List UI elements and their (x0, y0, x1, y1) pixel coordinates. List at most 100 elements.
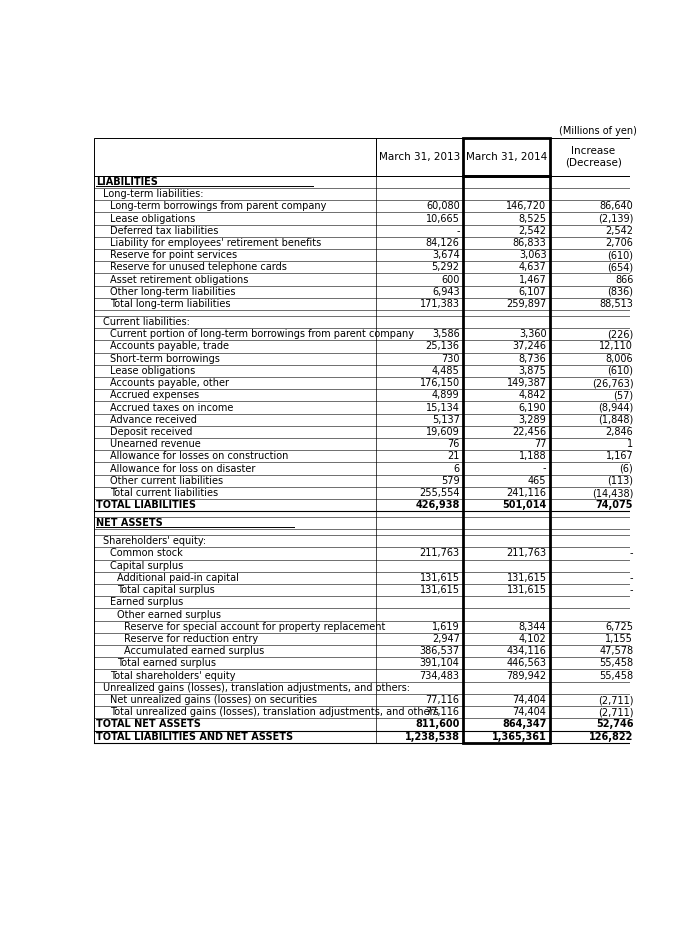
Text: 8,344: 8,344 (519, 622, 547, 632)
Text: 5,137: 5,137 (432, 414, 460, 425)
Text: (2,711): (2,711) (598, 707, 634, 717)
Text: 22,456: 22,456 (512, 427, 547, 437)
Text: Long-term borrowings from parent company: Long-term borrowings from parent company (111, 201, 327, 211)
Text: 465: 465 (528, 476, 547, 486)
Text: Deposit received: Deposit received (111, 427, 192, 437)
Text: 8,525: 8,525 (519, 213, 547, 224)
Text: Total shareholders' equity: Total shareholders' equity (111, 670, 236, 681)
Text: 6: 6 (454, 464, 460, 474)
Text: Advance received: Advance received (111, 414, 197, 425)
Text: 6,943: 6,943 (432, 287, 460, 296)
Text: Asset retirement obligations: Asset retirement obligations (111, 275, 248, 284)
Text: 131,615: 131,615 (507, 573, 547, 582)
Text: Earned surplus: Earned surplus (111, 598, 183, 607)
Text: 5,292: 5,292 (432, 262, 460, 273)
Text: (1,848): (1,848) (598, 414, 634, 425)
Bar (463, 138, 550, 176)
Text: (610): (610) (608, 366, 634, 376)
Text: 2,706: 2,706 (606, 238, 634, 248)
Text: (6): (6) (620, 464, 634, 474)
Text: Other current liabilities: Other current liabilities (111, 476, 223, 486)
Text: 4,637: 4,637 (519, 262, 547, 273)
Text: March 31, 2014: March 31, 2014 (466, 152, 547, 161)
Text: Unrealized gains (losses), translation adjustments, and others:: Unrealized gains (losses), translation a… (103, 683, 410, 693)
Text: 60,080: 60,080 (426, 201, 460, 211)
Text: March 31, 2013: March 31, 2013 (379, 152, 460, 161)
Text: 434,116: 434,116 (507, 647, 547, 656)
Text: Increase
(Decrease): Increase (Decrease) (565, 146, 622, 168)
Text: 74,404: 74,404 (512, 695, 547, 705)
Text: (14,438): (14,438) (592, 488, 634, 498)
Text: 2,542: 2,542 (606, 226, 634, 236)
Text: 426,938: 426,938 (415, 500, 460, 510)
Text: 255,554: 255,554 (419, 488, 460, 498)
Text: 4,842: 4,842 (519, 390, 547, 400)
Text: 176,150: 176,150 (419, 379, 460, 388)
Text: 259,897: 259,897 (506, 299, 547, 309)
Text: Shareholders' equity:: Shareholders' equity: (103, 536, 206, 547)
Text: 86,640: 86,640 (599, 201, 634, 211)
Text: 3,289: 3,289 (519, 414, 547, 425)
Text: 52,746: 52,746 (596, 719, 634, 730)
Text: Total capital surplus: Total capital surplus (118, 585, 215, 595)
Text: -: - (543, 464, 547, 474)
Text: 55,458: 55,458 (599, 658, 634, 668)
Text: Liability for employees' retirement benefits: Liability for employees' retirement bene… (111, 238, 321, 248)
Text: 37,246: 37,246 (512, 342, 547, 351)
Text: Total earned surplus: Total earned surplus (118, 658, 216, 668)
Text: (Millions of yen): (Millions of yen) (559, 126, 636, 136)
Text: 149,387: 149,387 (507, 379, 547, 388)
Text: 864,347: 864,347 (502, 719, 547, 730)
Text: (654): (654) (607, 262, 634, 273)
Text: Other long-term liabilities: Other long-term liabilities (111, 287, 236, 296)
Text: 131,615: 131,615 (507, 585, 547, 595)
Text: 74,075: 74,075 (596, 500, 634, 510)
Text: 1,188: 1,188 (519, 451, 547, 462)
Text: 4,899: 4,899 (432, 390, 460, 400)
Text: 6,107: 6,107 (519, 287, 547, 296)
Text: Lease obligations: Lease obligations (111, 213, 195, 224)
Text: 77,116: 77,116 (426, 707, 460, 717)
Text: Unearned revenue: Unearned revenue (111, 439, 201, 449)
Text: 171,383: 171,383 (420, 299, 460, 309)
Text: 386,537: 386,537 (419, 647, 460, 656)
Text: Accrued expenses: Accrued expenses (111, 390, 199, 400)
Text: 55,458: 55,458 (599, 670, 634, 681)
Text: 866: 866 (615, 275, 634, 284)
Text: Accounts payable, other: Accounts payable, other (111, 379, 230, 388)
Text: 1,467: 1,467 (519, 275, 547, 284)
Text: (113): (113) (608, 476, 634, 486)
Text: Total unrealized gains (losses), translation adjustments, and others: Total unrealized gains (losses), transla… (111, 707, 439, 717)
Text: Reserve for point services: Reserve for point services (111, 250, 237, 261)
Text: 734,483: 734,483 (420, 670, 460, 681)
Text: 86,833: 86,833 (512, 238, 547, 248)
Text: Accumulated earned surplus: Accumulated earned surplus (125, 647, 265, 656)
Text: 2,947: 2,947 (432, 634, 460, 644)
Text: -: - (456, 226, 460, 236)
Text: Net unrealized gains (losses) on securities: Net unrealized gains (losses) on securit… (111, 695, 317, 705)
Text: (26,763): (26,763) (592, 379, 634, 388)
Text: Other earned surplus: Other earned surplus (118, 610, 221, 619)
Text: 19,609: 19,609 (426, 427, 460, 437)
Text: 211,763: 211,763 (506, 548, 547, 559)
Text: TOTAL LIABILITIES: TOTAL LIABILITIES (96, 500, 196, 510)
Text: 47,578: 47,578 (599, 647, 634, 656)
Text: 3,360: 3,360 (519, 329, 547, 339)
Text: -: - (630, 573, 634, 582)
Text: Lease obligations: Lease obligations (111, 366, 195, 376)
Text: 21: 21 (447, 451, 460, 462)
Text: 77: 77 (534, 439, 547, 449)
Text: 3,674: 3,674 (432, 250, 460, 261)
Text: 88,513: 88,513 (599, 299, 634, 309)
Text: 391,104: 391,104 (420, 658, 460, 668)
Text: 446,563: 446,563 (507, 658, 547, 668)
Text: Total long-term liabilities: Total long-term liabilities (111, 299, 231, 309)
Text: 131,615: 131,615 (420, 585, 460, 595)
Text: 4,102: 4,102 (519, 634, 547, 644)
Text: 1: 1 (627, 439, 634, 449)
Text: 74,404: 74,404 (512, 707, 547, 717)
Text: 1,365,361: 1,365,361 (491, 732, 547, 742)
Text: 1,155: 1,155 (606, 634, 634, 644)
Text: 1,619: 1,619 (432, 622, 460, 632)
Text: 3,586: 3,586 (432, 329, 460, 339)
